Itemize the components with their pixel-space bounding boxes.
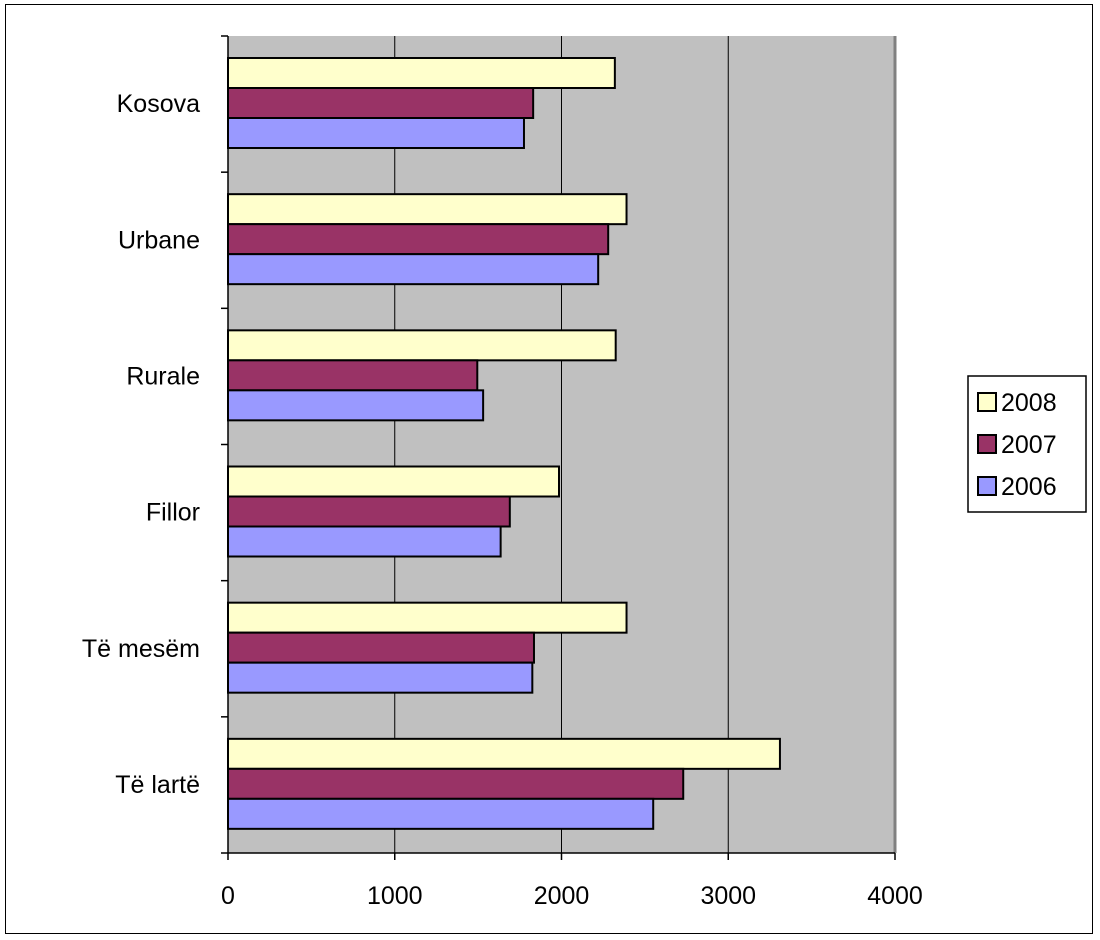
category-label: Urbane: [118, 226, 200, 254]
category-label: Kosova: [117, 90, 200, 118]
category-label: Të mesëm: [82, 635, 200, 663]
category-label: Fillor: [146, 499, 200, 527]
bar-2008: [227, 737, 781, 770]
x-tick-label: 0: [221, 882, 235, 910]
legend-swatch-2006: [977, 476, 997, 496]
bar-2008: [227, 329, 617, 362]
legend-swatch-2008: [977, 392, 997, 412]
legend-label-2006: 2006: [1001, 473, 1057, 501]
x-tick-label: 4000: [867, 882, 923, 910]
legend-label-2007: 2007: [1001, 431, 1057, 459]
category-label: Të lartë: [115, 771, 200, 799]
bar-2006: [227, 661, 534, 694]
bar-2007: [227, 767, 685, 800]
bar-2007: [227, 359, 479, 392]
bar-2008: [227, 193, 628, 226]
bar-2007: [227, 495, 511, 528]
bar-2006: [227, 389, 485, 422]
bar-2006: [227, 253, 600, 286]
category-labels: Kosova Urbane Rurale Fillor Të mesëm Të lartë: [82, 90, 200, 799]
axes: [221, 35, 897, 860]
bar-2006: [227, 117, 525, 149]
category-label: Rurale: [126, 362, 200, 390]
bars: [227, 57, 781, 830]
bar-2008: [227, 601, 628, 634]
x-tick-labels: 0 1000 2000 3000 4000: [221, 882, 923, 910]
x-tick-label: 3000: [700, 882, 756, 910]
gridlines: [394, 36, 729, 853]
bar-2007: [227, 223, 610, 256]
bar-2006: [227, 797, 655, 830]
bar-2007: [227, 631, 535, 664]
x-tick-label: 2000: [534, 882, 590, 910]
bar-2007: [227, 87, 535, 119]
bar-2006: [227, 525, 502, 558]
legend: 2008 2007 2006: [967, 375, 1087, 513]
bar-2008: [227, 465, 560, 498]
bar-2008: [227, 57, 616, 89]
legend-swatch-2007: [977, 434, 997, 454]
legend-label-2008: 2008: [1001, 389, 1057, 417]
x-tick-label: 1000: [367, 882, 423, 910]
